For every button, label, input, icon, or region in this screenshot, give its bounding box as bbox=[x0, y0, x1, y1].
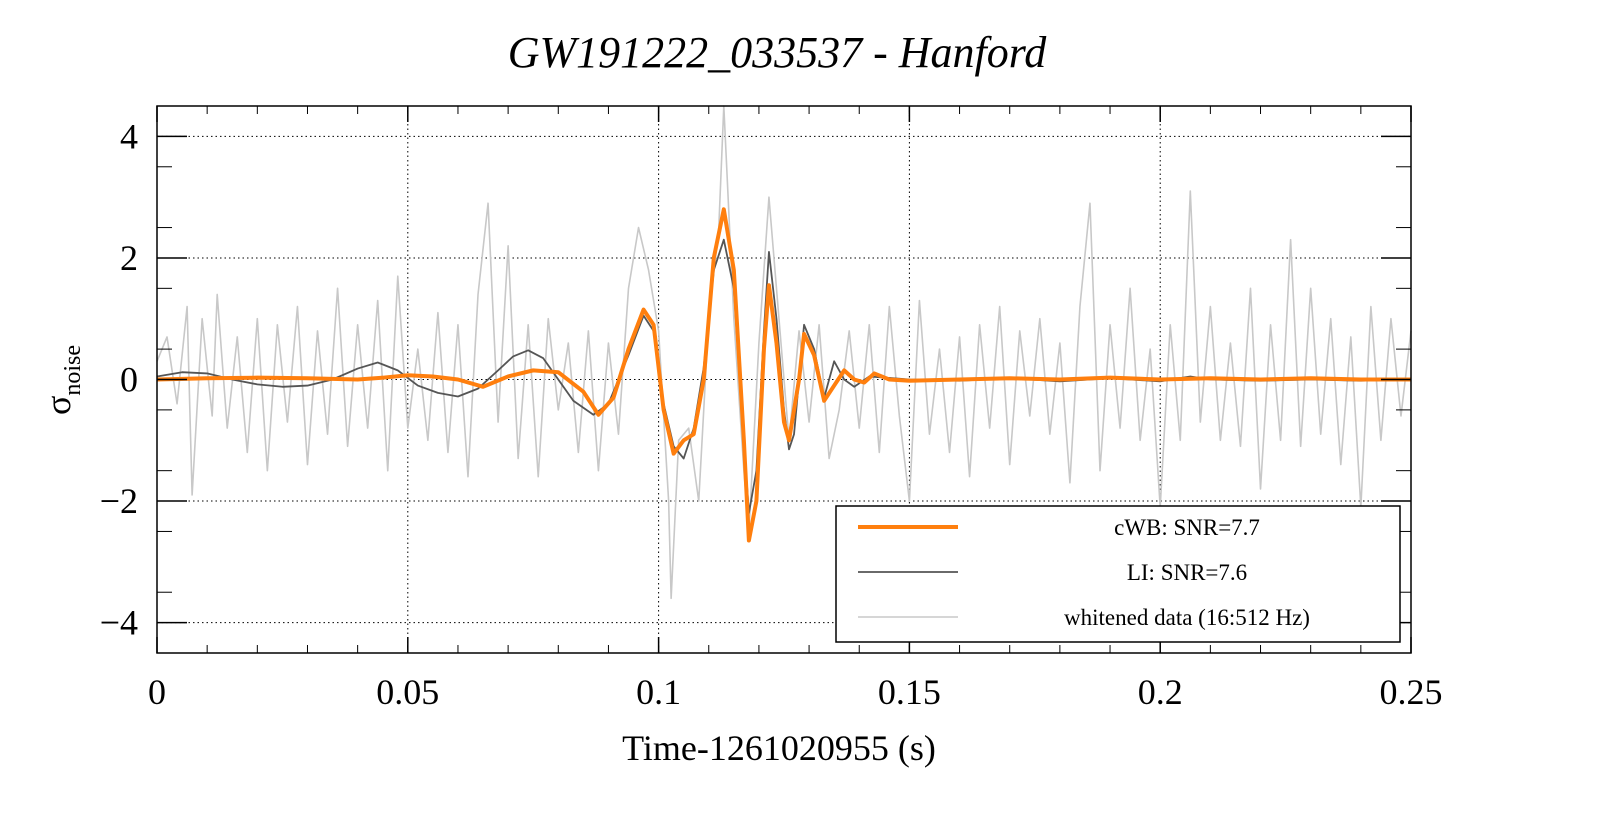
chart-title: GW191222_033537 - Hanford bbox=[508, 28, 1048, 77]
x-tick-label: 0.05 bbox=[376, 672, 439, 712]
legend-entry-whitened-data-label: whitened data (16:512 Hz) bbox=[1064, 605, 1310, 630]
y-tick-label: −2 bbox=[100, 481, 138, 521]
y-tick-label: 4 bbox=[120, 116, 138, 156]
legend-entry-cwb-label: cWB: SNR=7.7 bbox=[1114, 515, 1260, 540]
series-line-whitened-data bbox=[156, 105, 1412, 600]
y-axis-label: σnoise bbox=[38, 345, 86, 415]
x-tick-label: 0.1 bbox=[636, 672, 681, 712]
legend: cWB: SNR=7.7 LI: SNR=7.6 whitened data (16… bbox=[835, 505, 1401, 643]
legend-entry-li-label: LI: SNR=7.6 bbox=[1127, 560, 1247, 585]
y-axis-label-main: σ bbox=[38, 396, 78, 415]
y-tick-label: 0 bbox=[120, 360, 138, 400]
x-tick-label: 0.2 bbox=[1138, 672, 1183, 712]
tick-labels: 0 0.05 0.1 0.15 0.2 0.25 4 2 0 −2 −4 bbox=[100, 116, 1443, 712]
x-tick-label: 0 bbox=[148, 672, 166, 712]
y-axis-label-sub: noise bbox=[60, 345, 86, 396]
series-line-cwb bbox=[156, 207, 1411, 543]
plot-series bbox=[156, 105, 1412, 600]
x-tick-label: 0.15 bbox=[878, 672, 941, 712]
y-tick-label: 2 bbox=[120, 238, 138, 278]
y-tick-label: −4 bbox=[100, 603, 138, 643]
x-axis-label: Time-1261020955 (s) bbox=[622, 728, 936, 768]
x-tick-label: 0.25 bbox=[1380, 672, 1443, 712]
